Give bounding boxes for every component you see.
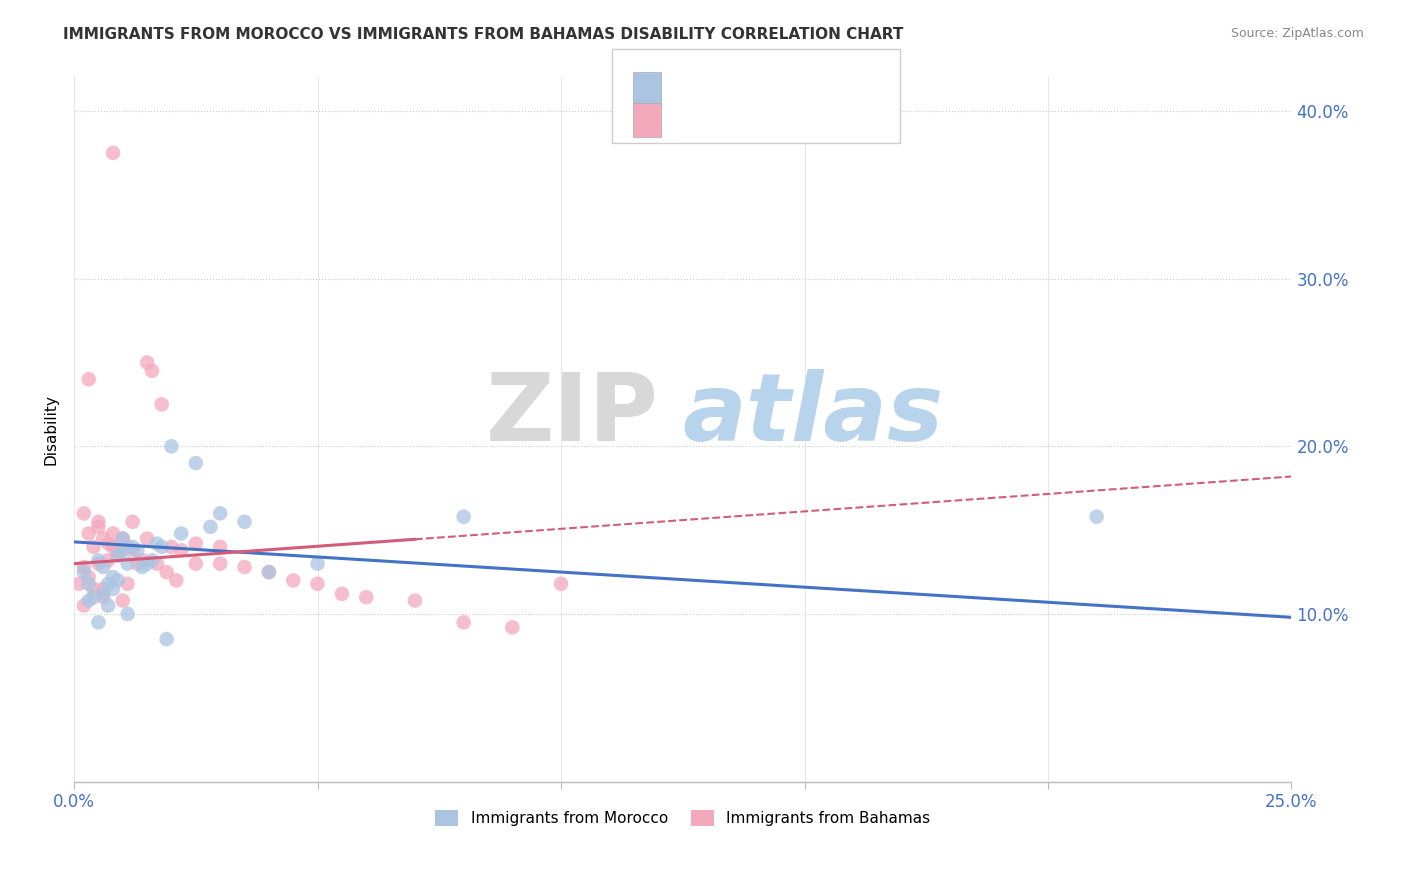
Point xyxy=(87,515,110,529)
Point xyxy=(550,576,572,591)
Point xyxy=(101,526,124,541)
Point xyxy=(121,515,143,529)
Point xyxy=(136,532,159,546)
Point xyxy=(87,553,110,567)
Point xyxy=(111,532,134,546)
Point xyxy=(91,582,114,596)
Point xyxy=(257,565,280,579)
Point xyxy=(150,540,173,554)
Point xyxy=(453,615,475,630)
Point xyxy=(209,540,232,554)
Point xyxy=(146,536,169,550)
Point xyxy=(87,520,110,534)
Point xyxy=(127,557,149,571)
Point xyxy=(354,591,377,605)
Text: Source: ZipAtlas.com: Source: ZipAtlas.com xyxy=(1230,27,1364,40)
Point xyxy=(77,593,100,607)
Point xyxy=(73,599,96,613)
Point xyxy=(83,591,105,605)
Point xyxy=(111,543,134,558)
Point xyxy=(136,355,159,369)
Point xyxy=(330,587,353,601)
Point xyxy=(121,543,143,558)
Point xyxy=(101,145,124,160)
Point xyxy=(91,532,114,546)
Point xyxy=(91,591,114,605)
Point xyxy=(184,557,207,571)
Point xyxy=(111,532,134,546)
Point xyxy=(170,526,193,541)
Point xyxy=(97,599,120,613)
Point xyxy=(404,593,426,607)
Point xyxy=(141,364,163,378)
Point xyxy=(283,574,305,588)
Point xyxy=(111,593,134,607)
Point xyxy=(121,540,143,554)
Point xyxy=(146,557,169,571)
Point xyxy=(91,560,114,574)
Point xyxy=(117,557,139,571)
Point xyxy=(73,565,96,579)
Point xyxy=(117,576,139,591)
Text: IMMIGRANTS FROM MOROCCO VS IMMIGRANTS FROM BAHAMAS DISABILITY CORRELATION CHART: IMMIGRANTS FROM MOROCCO VS IMMIGRANTS FR… xyxy=(63,27,904,42)
Point xyxy=(160,540,183,554)
Point xyxy=(127,543,149,558)
Point xyxy=(97,553,120,567)
Point xyxy=(97,576,120,591)
Point xyxy=(150,397,173,411)
Point xyxy=(117,540,139,554)
Point xyxy=(91,587,114,601)
Point xyxy=(67,576,90,591)
Point xyxy=(87,615,110,630)
Point xyxy=(209,507,232,521)
Point xyxy=(107,549,129,563)
Point xyxy=(83,540,105,554)
Point xyxy=(101,540,124,554)
Point xyxy=(117,607,139,621)
Point xyxy=(170,543,193,558)
Point xyxy=(184,536,207,550)
Point xyxy=(1085,509,1108,524)
Point xyxy=(156,565,179,579)
Text: R = -0.160    N = 36: R = -0.160 N = 36 xyxy=(668,80,837,98)
Point xyxy=(307,576,329,591)
Point xyxy=(257,565,280,579)
Point xyxy=(107,574,129,588)
Point xyxy=(107,549,129,563)
Point xyxy=(77,526,100,541)
Text: atlas: atlas xyxy=(683,369,943,461)
Point xyxy=(160,439,183,453)
Point xyxy=(73,560,96,574)
Point xyxy=(107,543,129,558)
Point xyxy=(83,582,105,596)
Point xyxy=(73,507,96,521)
Point xyxy=(156,632,179,647)
Point xyxy=(101,570,124,584)
Point xyxy=(209,557,232,571)
Point xyxy=(501,620,523,634)
Point xyxy=(77,372,100,386)
Point xyxy=(77,570,100,584)
Point xyxy=(77,576,100,591)
Point xyxy=(141,553,163,567)
Point xyxy=(136,557,159,571)
Point xyxy=(200,520,222,534)
Text: ZIP: ZIP xyxy=(485,369,658,461)
Point xyxy=(233,515,256,529)
Point xyxy=(97,536,120,550)
Point xyxy=(131,560,153,574)
Point xyxy=(87,557,110,571)
Point xyxy=(233,560,256,574)
Text: R =  0.070    N = 53: R = 0.070 N = 53 xyxy=(668,111,835,128)
Point xyxy=(165,574,187,588)
Y-axis label: Disability: Disability xyxy=(44,394,58,465)
Point xyxy=(184,456,207,470)
Legend: Immigrants from Morocco, Immigrants from Bahamas: Immigrants from Morocco, Immigrants from… xyxy=(427,803,938,834)
Point xyxy=(131,553,153,567)
Point xyxy=(101,582,124,596)
Point xyxy=(453,509,475,524)
Point xyxy=(307,557,329,571)
